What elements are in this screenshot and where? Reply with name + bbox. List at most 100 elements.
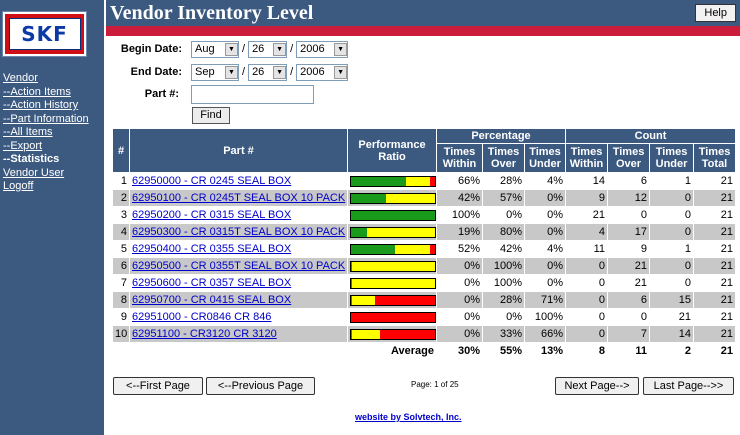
col-group-count: Count: [565, 128, 737, 144]
cell-cw: 0: [565, 308, 609, 326]
part-number-input[interactable]: [191, 84, 314, 104]
bar-within: [351, 244, 395, 254]
part-link[interactable]: 62950600 - CR 0357 SEAL BOX: [132, 277, 292, 289]
page-header: Vendor Inventory Level Help: [106, 0, 740, 26]
accent-bar: [106, 26, 740, 36]
cell-pw: 19%: [436, 223, 483, 241]
chevron-down-icon: ▼: [273, 65, 287, 79]
sidebar-item[interactable]: --All Items: [3, 126, 53, 138]
cell-co: 0: [607, 308, 651, 326]
table-row: 10 62951100 - CR3120 CR 3120 0% 33% 66% 0 7 14 2…: [112, 325, 737, 343]
row-number: 10: [112, 325, 130, 343]
table-row: 8 62950700 - CR 0415 SEAL BOX 0% 28% 71% 0 6 15…: [112, 291, 737, 309]
sidebar-item[interactable]: Vendor User: [3, 166, 65, 179]
part-link-cell: 62950200 - CR 0315 SEAL BOX: [129, 206, 348, 224]
bar-over: [351, 329, 380, 339]
previous-page-button[interactable]: <--Previous Page: [206, 377, 315, 395]
begin-date-label: Begin Date:: [120, 43, 182, 55]
sidebar: SKF Vendor --Action Items --Action History…: [0, 0, 104, 435]
cell-pw: 0%: [436, 274, 483, 292]
table-row: 5 62950400 - CR 0355 SEAL BOX 52% 42% 4% 11 9 1…: [112, 240, 737, 258]
end-month-select[interactable]: Sep ▼: [191, 63, 239, 81]
logo-inner: SKF: [8, 18, 81, 50]
next-page-button[interactable]: Next Page-->: [555, 377, 639, 395]
cell-cw: 9: [565, 189, 609, 207]
cell-ct: 21: [693, 189, 737, 207]
bar-over: [406, 176, 430, 186]
performance-bar-cell: [347, 240, 437, 258]
help-button[interactable]: Help: [695, 4, 736, 22]
cell-pu: 0%: [523, 257, 567, 275]
bar-over: [386, 193, 435, 203]
cell-ct: 21: [693, 172, 737, 190]
sidebar-item[interactable]: Vendor: [3, 72, 38, 84]
part-link[interactable]: 62950500 - CR 0355T SEAL BOX 10 PACK: [132, 260, 346, 272]
cell-co: 17: [607, 223, 651, 241]
last-page-button[interactable]: Last Page-->>: [643, 377, 734, 395]
performance-bar: [350, 311, 436, 323]
sidebar-item[interactable]: --Part Information: [3, 112, 89, 125]
page-title: Vendor Inventory Level: [110, 2, 314, 24]
cell-pw: 0%: [436, 308, 483, 326]
performance-bar-cell: [347, 257, 437, 275]
performance-bar-cell: [347, 223, 437, 241]
bar-within: [351, 295, 352, 305]
cell-po: 100%: [482, 257, 525, 275]
find-button[interactable]: Find: [192, 107, 230, 124]
cell-po: 28%: [482, 172, 525, 190]
col-num: #: [112, 128, 130, 173]
begin-month-select[interactable]: Aug ▼: [191, 40, 239, 58]
sidebar-item[interactable]: --Action History: [3, 99, 79, 111]
cell-po: 0%: [482, 308, 525, 326]
cell-ct: 21: [693, 223, 737, 241]
part-link[interactable]: 62950400 - CR 0355 SEAL BOX: [132, 243, 292, 255]
begin-year-select[interactable]: 2006 ▼: [296, 40, 349, 58]
performance-bar: [350, 209, 436, 221]
cell-pw: 0%: [436, 291, 483, 309]
sidebar-item[interactable]: Logoff: [3, 180, 34, 192]
performance-bar: [350, 260, 436, 272]
sidebar-item[interactable]: --Statistics: [3, 153, 60, 165]
cell-pw: 52%: [436, 240, 483, 258]
cell-co: 12: [607, 189, 651, 207]
chevron-down-icon: ▼: [225, 65, 238, 79]
inventory-table: # Part # Performance Ratio Percentage Co…: [112, 128, 737, 360]
end-year-select[interactable]: 2006 ▼: [296, 63, 349, 81]
cell-cu: 0: [649, 274, 695, 292]
logo-text: SKF: [21, 22, 68, 46]
table-row: 7 62950600 - CR 0357 SEAL BOX 0% 100% 0% 0 21 0…: [112, 274, 737, 292]
part-link[interactable]: 62950100 - CR 0245T SEAL BOX 10 PACK: [132, 192, 346, 204]
sidebar-item[interactable]: --Export: [3, 139, 43, 152]
avg-po: 55%: [482, 342, 525, 360]
part-link-cell: 62950600 - CR 0357 SEAL BOX: [129, 274, 348, 292]
col-cnt-over: Times Over: [607, 143, 651, 173]
performance-bar: [350, 175, 436, 187]
bar-within: [351, 329, 352, 339]
col-ratio: Performance Ratio: [347, 128, 437, 173]
bar-over: [351, 261, 435, 271]
col-pct-within: Times Within: [436, 143, 483, 173]
performance-bar: [350, 192, 436, 204]
end-day-select[interactable]: 26 ▼: [248, 63, 288, 81]
part-link[interactable]: 62951000 - CR0846 CR 846: [132, 311, 272, 323]
page-indicator: Page: 1 of 25: [411, 380, 459, 389]
bar-under: [429, 244, 435, 254]
part-link[interactable]: 62950700 - CR 0415 SEAL BOX: [132, 294, 292, 306]
cell-ct: 21: [693, 206, 737, 224]
first-page-button[interactable]: <--First Page: [113, 377, 203, 395]
cell-ct: 21: [693, 257, 737, 275]
part-link[interactable]: 62951100 - CR3120 CR 3120: [132, 328, 277, 340]
part-label: Part #:: [144, 88, 179, 100]
sidebar-item[interactable]: --Action Items: [3, 85, 71, 98]
part-link-cell: 62950000 - CR 0245 SEAL BOX: [129, 172, 348, 190]
part-link[interactable]: 62950300 - CR 0315T SEAL BOX 10 PACK: [132, 226, 346, 238]
cell-pu: 0%: [523, 189, 567, 207]
part-link[interactable]: 62950200 - CR 0315 SEAL BOX: [132, 209, 292, 221]
begin-date-row: Begin Date: Aug ▼ / 26 ▼ / 2006 ▼: [106, 39, 406, 59]
footer-link[interactable]: website by Solvtech, Inc.: [355, 412, 462, 422]
part-link[interactable]: 62950000 - CR 0245 SEAL BOX: [132, 175, 292, 187]
performance-bar-cell: [347, 172, 437, 190]
begin-day-select[interactable]: 26 ▼: [248, 40, 288, 58]
cell-pu: 100%: [523, 308, 567, 326]
bar-within: [351, 261, 352, 271]
